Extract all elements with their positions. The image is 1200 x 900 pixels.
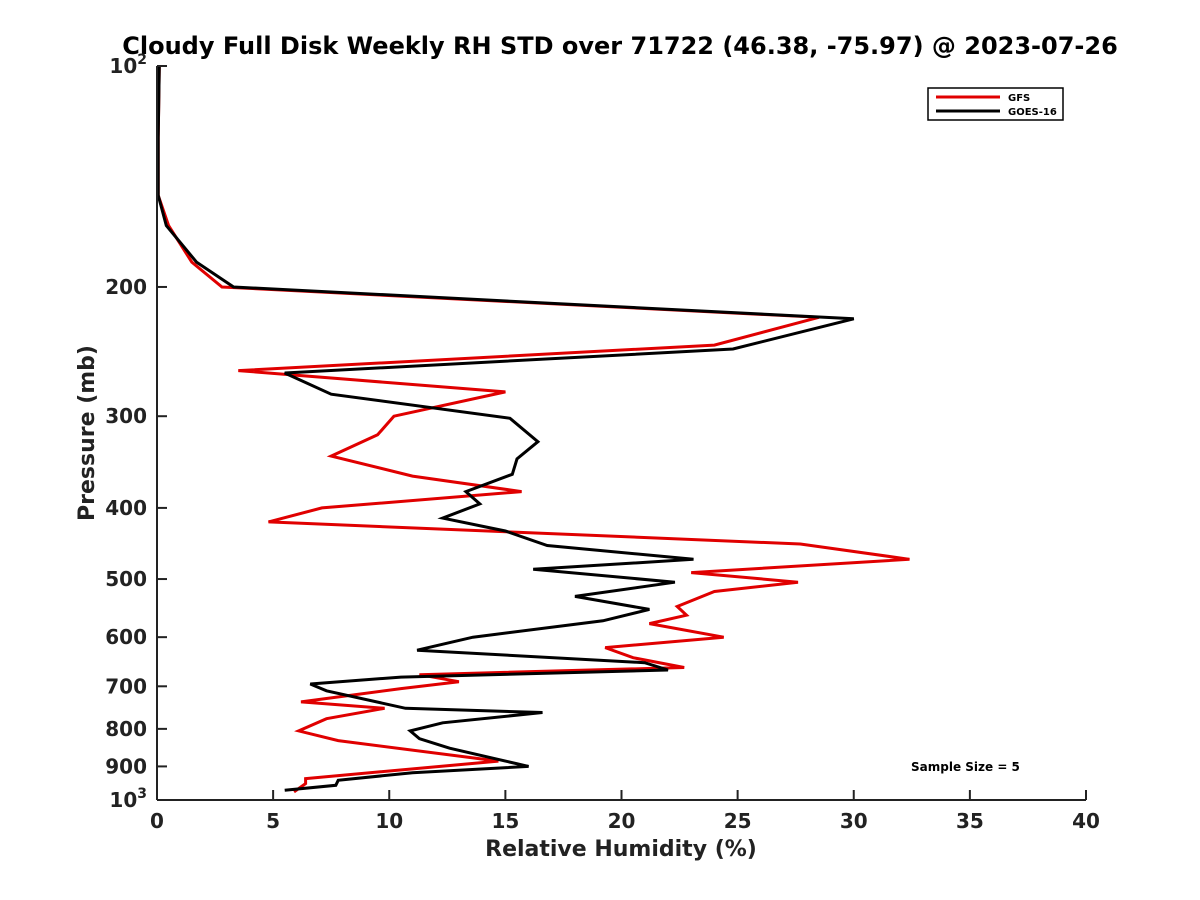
x-tick-label: 10 [375,809,403,833]
y-tick-label: 103 [109,786,147,812]
legend-label-gfs: GFS [1008,93,1030,104]
series-line-goes-16 [156,65,855,792]
y-tick-label: 500 [105,567,147,591]
chart-title: Cloudy Full Disk Weekly RH STD over 7172… [122,32,1118,60]
plot-area [157,66,1086,800]
legend: GFS GOES-16 [927,87,1064,121]
axes-layer [156,66,1086,801]
x-tick-label: 40 [1072,809,1100,833]
y-tick-label: 102 [109,52,147,78]
x-tick-label: 20 [608,809,636,833]
x-tick-label: 0 [150,809,164,833]
legend-label-goes-16: GOES-16 [1008,107,1057,118]
x-tick-label: 35 [956,809,984,833]
y-tick-label: 600 [105,625,147,649]
sample-size-annotation: Sample Size = 5 [911,760,1020,774]
y-tick-label: 700 [105,674,147,698]
x-tick-label: 25 [724,809,752,833]
legend-entries: GFS GOES-16 [936,93,1057,118]
series-line-gfs [156,65,910,794]
x-axis-ticks: 0 5 10 15 20 25 30 35 40 [150,790,1100,833]
y-tick-label: 400 [105,496,147,520]
y-tick-label: 800 [105,717,147,741]
y-tick-label: 900 [105,754,147,778]
y-axis-ticks: 102 200 300 400 500 600 700 800 900 103 [105,52,167,812]
y-tick-label: 200 [105,275,147,299]
x-tick-label: 5 [266,809,280,833]
y-axis-label: Pressure (mb) [75,345,100,521]
x-tick-label: 15 [491,809,519,833]
x-axis-label: Relative Humidity (%) [485,837,757,862]
y-tick-label: 300 [105,404,147,428]
x-tick-label: 30 [840,809,868,833]
legend-box [927,87,1064,121]
series-layer [156,65,910,794]
